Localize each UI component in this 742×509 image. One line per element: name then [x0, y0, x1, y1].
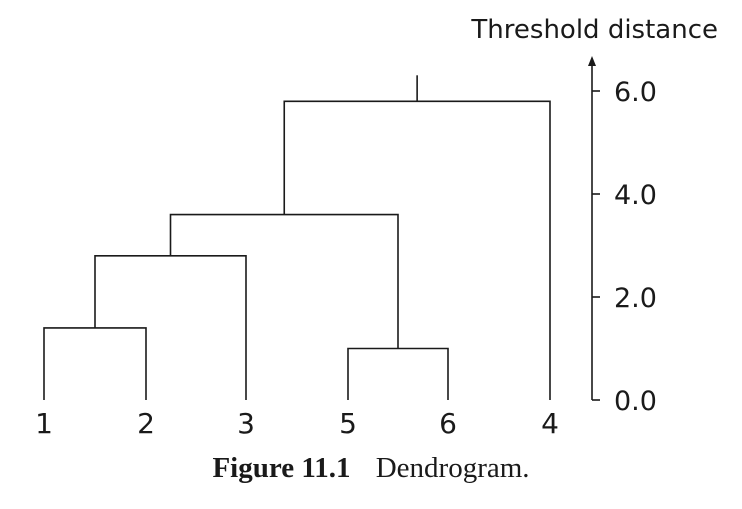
caption-text: Dendrogram.: [375, 452, 530, 484]
dendrogram-link-1: [43, 327, 147, 400]
leaf-label: 5: [339, 407, 357, 440]
axis-title: Threshold distance: [470, 15, 718, 45]
dendrogram-links: [43, 75, 551, 400]
dendrogram-link-5: [283, 100, 551, 400]
leaf-label: 1: [35, 407, 53, 440]
leaf-label: 6: [439, 407, 457, 440]
caption-label: Figure 11.1: [212, 452, 351, 484]
axis-tick-label: 2.0: [614, 283, 657, 314]
dendrogram-link-2: [347, 347, 449, 400]
axis-tick-label: 6.0: [614, 77, 657, 108]
leaf-label: 4: [541, 407, 559, 440]
axis-tick-label: 0.0: [614, 386, 657, 417]
axis-tick-label: 4.0: [614, 180, 657, 211]
leaf-label: 3: [237, 407, 255, 440]
leaf-label: 2: [137, 407, 155, 440]
dendrogram-link-4: [169, 213, 399, 349]
threshold-axis: 0.0 2.0 4.0 6.0 Threshold distance: [470, 15, 718, 417]
leaf-labels: 1 2 3 5 6 4: [35, 407, 559, 440]
axis-ticks: 0.0 2.0 4.0 6.0: [592, 77, 657, 417]
figure-caption: Figure 11.1 Dendrogram.: [0, 452, 742, 485]
axis-arrowhead: [588, 56, 596, 66]
